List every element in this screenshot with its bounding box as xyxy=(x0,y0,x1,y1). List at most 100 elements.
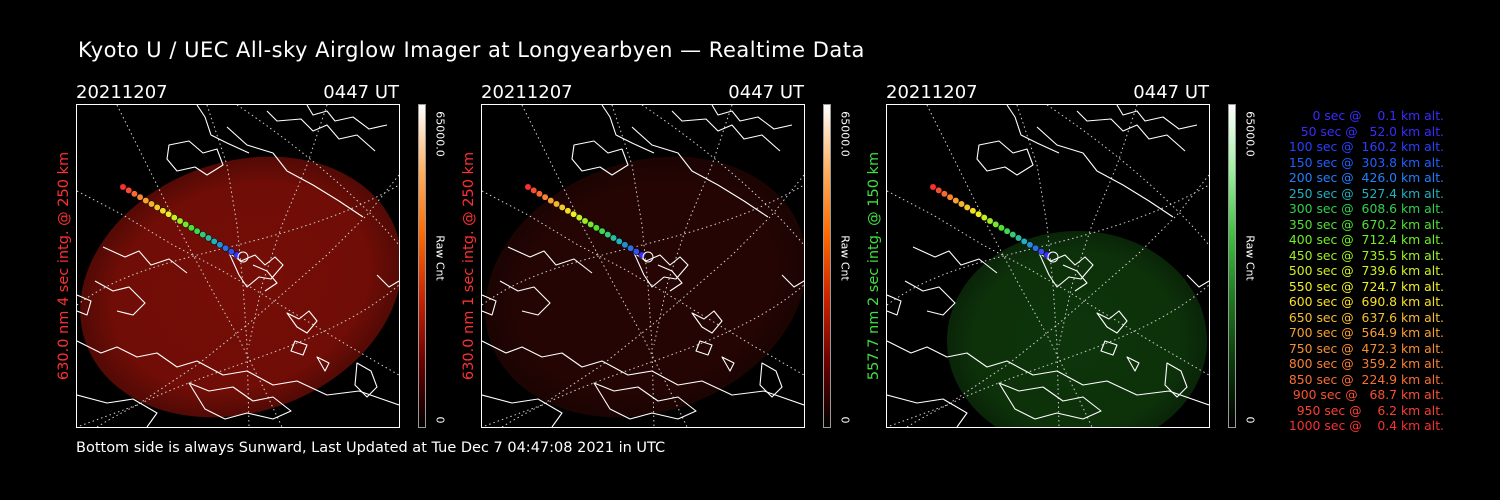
trajectory-dot xyxy=(530,186,538,194)
trajectory-dot xyxy=(227,248,235,256)
trajectory-dot xyxy=(997,224,1005,232)
trajectory-dot xyxy=(547,197,555,205)
lat-lon-grid xyxy=(96,284,399,427)
colorbar-min-label: 0 xyxy=(838,416,852,424)
colorbar-max-label: 65000.0 xyxy=(1243,111,1257,157)
lat-lon-grid xyxy=(906,284,1209,427)
legend-entry: 850 sec @ 224.9 km alt. xyxy=(1284,371,1444,387)
airglow-image xyxy=(947,231,1207,427)
trajectory-dot xyxy=(182,220,190,228)
trajectory-dot xyxy=(946,193,954,201)
trajectory-dot xyxy=(570,210,578,218)
coastline xyxy=(482,394,563,427)
trajectory-dot xyxy=(199,231,207,239)
lat-lon-grid xyxy=(653,105,733,346)
colorbar-unit-label: Raw Cnt xyxy=(433,235,447,281)
trajectory-dot xyxy=(535,190,543,198)
trajectory-dot xyxy=(1037,248,1045,256)
coastline xyxy=(593,382,697,420)
trajectory-dot xyxy=(638,251,646,259)
coastline xyxy=(912,246,998,274)
trajectory-dot xyxy=(165,210,173,218)
coastline xyxy=(77,340,399,406)
coastline xyxy=(376,274,399,288)
trajectory-dot xyxy=(958,200,965,208)
legend-entry: 750 sec @ 472.3 km alt. xyxy=(1284,340,1444,356)
trajectory-dot xyxy=(193,227,201,235)
legend-entry: 550 sec @ 724.7 km alt. xyxy=(1284,278,1444,294)
legend-entry: 50 sec @ 52.0 km alt. xyxy=(1292,123,1444,139)
coastline xyxy=(631,126,769,218)
legend-entry: 250 sec @ 527.4 km alt. xyxy=(1284,185,1444,201)
trajectory-dot xyxy=(558,203,566,211)
legend-entry: 350 sec @ 670.2 km alt. xyxy=(1284,216,1444,232)
trajectory-dot xyxy=(136,193,144,201)
legend-entry: 700 sec @ 564.9 km alt. xyxy=(1284,325,1444,340)
trajectory-dot xyxy=(575,214,583,222)
airglow-map xyxy=(886,104,1210,428)
legend-entry: 400 sec @ 712.4 km alt. xyxy=(1284,232,1444,247)
coastline xyxy=(188,382,292,420)
panel-wavelength-label: 630.0 nm 4 sec intg. @ 250 km xyxy=(56,151,72,381)
trajectory-dot xyxy=(963,203,971,211)
coastline xyxy=(1036,126,1174,218)
coastline xyxy=(976,140,1034,176)
coastline xyxy=(691,310,723,334)
coastline xyxy=(1076,110,1186,152)
trajectory-legend: 0 sec @ 0.1 km alt. 50 sec @ 52.0 km alt… xyxy=(1262,108,1444,434)
trajectory-dot xyxy=(216,241,224,249)
coastline xyxy=(695,340,713,356)
lat-lon-grid xyxy=(77,174,399,427)
legend-entry: 300 sec @ 608.6 km alt. xyxy=(1284,201,1444,216)
trajectory-dot xyxy=(610,234,617,242)
legend-entry: 500 sec @ 739.6 km alt. xyxy=(1284,263,1444,278)
coastline xyxy=(1164,362,1188,398)
coastline xyxy=(998,382,1102,420)
airglow-image xyxy=(485,156,804,418)
legend-entry: 200 sec @ 426.0 km alt. xyxy=(1284,170,1444,185)
trajectory-dot xyxy=(986,217,994,225)
coastline xyxy=(166,140,224,176)
lat-lon-grid xyxy=(501,284,804,427)
airglow-image xyxy=(80,156,399,418)
colorbar xyxy=(1228,104,1236,428)
legend-entry: 900 sec @ 68.7 km alt. xyxy=(1288,387,1444,402)
coastline xyxy=(601,105,655,154)
trajectory-dot xyxy=(1015,234,1022,242)
coastline xyxy=(228,252,284,288)
coastline xyxy=(94,280,146,316)
coastline xyxy=(77,394,158,427)
coastline xyxy=(316,356,330,372)
panel-date: 20211207 xyxy=(886,82,978,103)
colorbar xyxy=(418,104,426,428)
trajectory-dot xyxy=(553,200,560,208)
coastline xyxy=(887,394,968,427)
trajectory-dot xyxy=(952,197,960,205)
colorbar-unit-label: Raw Cnt xyxy=(838,235,852,281)
airglow-map xyxy=(76,104,400,428)
trajectory-dot xyxy=(130,190,138,198)
coastline xyxy=(252,264,278,292)
coastline xyxy=(507,246,593,274)
trajectory-dot xyxy=(632,248,640,256)
trajectory-dot xyxy=(1020,237,1028,245)
trajectory-dot xyxy=(210,237,218,245)
station-marker xyxy=(237,251,249,263)
trajectory-dot xyxy=(992,220,1000,228)
panel-time: 0447 UT xyxy=(1133,82,1209,103)
coastline xyxy=(657,264,683,292)
legend-entry: 600 sec @ 690.8 km alt. xyxy=(1284,294,1444,309)
panel-1: 20211207 0447 UT 630.0 nm 4 sec intg. @ … xyxy=(56,78,466,438)
trajectory-dot xyxy=(1026,241,1034,249)
legend-entry: 0 sec @ 0.1 km alt. xyxy=(1300,108,1444,123)
lat-lon-grid xyxy=(248,105,328,346)
lat-lon-grid xyxy=(1058,105,1138,346)
coastline xyxy=(354,362,378,398)
coastline xyxy=(102,246,188,274)
coastline xyxy=(1186,274,1209,288)
footer-note: Bottom side is always Sunward, Last Upda… xyxy=(76,440,666,456)
coastline xyxy=(887,340,1209,406)
coastline xyxy=(482,294,497,316)
coastline xyxy=(781,274,804,288)
trajectory-dot xyxy=(615,237,623,245)
